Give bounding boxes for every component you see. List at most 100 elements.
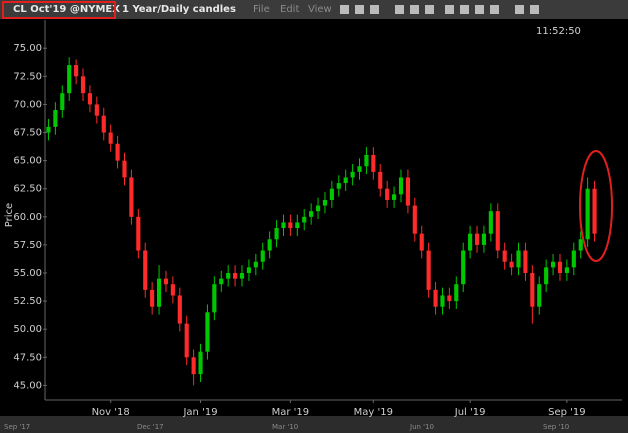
candle-body (150, 289, 155, 307)
candle-body (468, 233, 473, 251)
candle-body (343, 177, 348, 184)
candle-body (502, 250, 507, 262)
menu-file[interactable]: File (253, 4, 270, 15)
candle-body (46, 126, 51, 133)
x-tick-label: Sep '19 (548, 407, 586, 418)
candle-body (426, 250, 431, 290)
annotation-box (2, 1, 116, 19)
candle-body (143, 250, 148, 290)
menu-edit[interactable]: Edit (280, 4, 299, 15)
candle-body (557, 261, 563, 274)
candle-body (571, 250, 576, 268)
candle-body (101, 115, 106, 133)
candle-body (336, 183, 341, 189)
candle-body (253, 261, 258, 268)
y-axis-title: Price (4, 203, 15, 227)
candle-body (115, 143, 120, 161)
y-tick-label: 55.00 (13, 268, 42, 279)
period-selector[interactable]: 1 Year/Daily candles (122, 4, 236, 15)
menu-view[interactable]: View (308, 4, 332, 15)
overview-label: Mar '10 (272, 423, 298, 431)
candle-body (537, 284, 542, 307)
annotation-ellipse (579, 150, 613, 262)
candle-body (205, 312, 210, 352)
overview-strip (0, 416, 628, 433)
candle-body (177, 295, 182, 324)
overview-label: Sep '10 (543, 423, 569, 431)
candle-body (398, 177, 404, 195)
candle-body (288, 222, 293, 229)
x-tick-label: Jul '19 (454, 407, 486, 418)
candle-body (364, 154, 369, 167)
candle-body (170, 284, 175, 296)
candle-body (309, 211, 314, 217)
candle-body (94, 104, 99, 116)
candle-body (585, 188, 590, 240)
candle-body (233, 273, 238, 279)
candle-body (447, 295, 452, 302)
candle-body (412, 205, 417, 234)
candle-body (371, 154, 376, 172)
symbol[interactable]: CL Oct'19 @NYMEX (13, 4, 120, 15)
candle-body (329, 188, 334, 200)
candle-body (564, 267, 569, 274)
candle-body (350, 171, 355, 178)
candle-body (550, 261, 556, 268)
candle-body (87, 93, 93, 105)
candle-body (60, 93, 65, 111)
candle-body (136, 216, 141, 251)
candle-body (592, 188, 597, 234)
candle-body (488, 211, 493, 234)
candle-body (260, 250, 265, 262)
candle-body (302, 216, 307, 223)
candle-body (544, 267, 549, 285)
candle-body (267, 239, 272, 251)
candle-body (67, 65, 72, 94)
candle-body (74, 65, 79, 77)
candle-body (122, 160, 127, 178)
candle-body (419, 233, 424, 251)
candle-body (433, 289, 438, 307)
toolbar (0, 0, 628, 19)
clock: 11:52:50 (536, 26, 581, 37)
candle-body (509, 261, 514, 268)
x-tick-label: Jan '19 (182, 407, 217, 418)
candle-body (198, 351, 203, 375)
y-tick-label: 60.00 (13, 212, 42, 223)
candle-body (516, 250, 521, 268)
x-tick-label: May '19 (354, 407, 393, 418)
candle-body (246, 267, 251, 274)
y-tick-label: 45.00 (13, 380, 42, 391)
candle-body (212, 284, 217, 313)
candle-body (392, 194, 397, 200)
overview-label: Sep '17 (4, 423, 30, 431)
y-tick-label: 52.50 (13, 296, 42, 307)
x-tick-label: Nov '18 (92, 407, 130, 418)
y-tick-label: 50.00 (13, 324, 42, 335)
candle-body (53, 110, 58, 127)
candle-body (129, 177, 134, 217)
candle-body (578, 239, 583, 251)
candle-body (239, 273, 245, 279)
candle-body (495, 211, 500, 251)
candle-body (295, 222, 300, 229)
candle-body (156, 278, 162, 307)
candle-body (322, 199, 328, 206)
candle-body (191, 357, 196, 375)
y-tick-label: 70.00 (13, 99, 42, 110)
overview-label: Dec '17 (137, 423, 164, 431)
candle-body (163, 278, 169, 285)
y-tick-label: 75.00 (13, 43, 42, 54)
candle-body (440, 295, 445, 307)
y-tick-label: 67.50 (13, 128, 42, 139)
candle-body (281, 222, 286, 229)
y-tick-label: 65.00 (13, 156, 42, 167)
candle-body (378, 171, 383, 189)
y-tick-label: 62.50 (13, 184, 42, 195)
candle-body (461, 250, 466, 285)
toolbar-icons (340, 5, 539, 14)
candle-body (219, 278, 224, 285)
candle-body (108, 132, 113, 144)
candle-body (523, 250, 528, 274)
